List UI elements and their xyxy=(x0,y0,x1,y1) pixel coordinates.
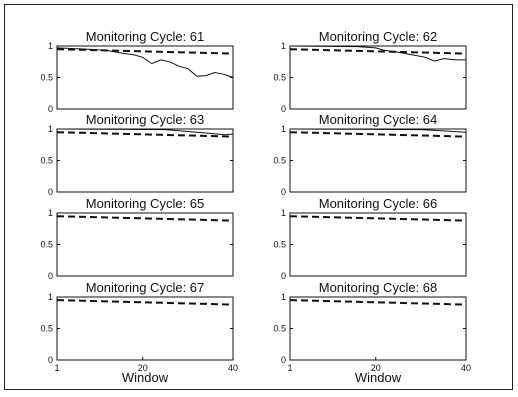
subplot-title: Monitoring Cycle: 65 xyxy=(86,196,205,211)
y-tick-label: 1 xyxy=(48,41,53,51)
y-tick-label: 1 xyxy=(281,124,286,134)
dashed-series-line xyxy=(289,215,467,222)
y-tick-label: 0 xyxy=(48,104,53,114)
dashed-series-line xyxy=(56,215,234,222)
subplot-1: Monitoring Cycle: 61 0 0.5 1 xyxy=(40,29,234,114)
y-tick-label: 0 xyxy=(48,355,53,365)
y-tick-label: 0.5 xyxy=(40,240,53,250)
subplot-7: Monitoring Cycle: 67 0 0.5 1 1 20 40 Window xyxy=(40,280,238,385)
subplot-title: Monitoring Cycle: 63 xyxy=(86,112,205,127)
dashed-series-line xyxy=(289,299,467,306)
y-tick-label: 0 xyxy=(281,187,286,197)
y-tick-label: 0.5 xyxy=(273,73,286,83)
subplot-5: Monitoring Cycle: 65 0 0.5 1 xyxy=(40,196,234,281)
subplot-title: Monitoring Cycle: 62 xyxy=(319,29,438,44)
subplot-3: Monitoring Cycle: 63 0 0.5 1 xyxy=(40,112,234,197)
subplot-2: Monitoring Cycle: 62 0 0.5 1 xyxy=(273,29,467,114)
dashed-series-line xyxy=(289,48,467,55)
solid-series-line xyxy=(289,45,466,62)
x-tick-label: 40 xyxy=(461,363,471,373)
y-tick-label: 1 xyxy=(281,208,286,218)
subplot-4: Monitoring Cycle: 64 0 0.5 1 xyxy=(273,112,467,197)
y-tick-label: 0.5 xyxy=(273,240,286,250)
subplot-title: Monitoring Cycle: 66 xyxy=(319,196,438,211)
x-axis-label: Window xyxy=(122,370,169,385)
figure-frame xyxy=(4,4,513,390)
dashed-series-line xyxy=(56,131,234,138)
y-tick-label: 0 xyxy=(281,355,286,365)
y-tick-label: 0.5 xyxy=(40,324,53,334)
y-tick-label: 1 xyxy=(48,292,53,302)
y-tick-label: 0.5 xyxy=(273,324,286,334)
subplot-title: Monitoring Cycle: 64 xyxy=(319,112,438,127)
y-tick-label: 0.5 xyxy=(40,156,53,166)
y-tick-label: 0.5 xyxy=(273,156,286,166)
y-tick-label: 1 xyxy=(48,124,53,134)
dashed-series-line xyxy=(56,48,234,55)
dashed-series-line xyxy=(289,131,467,138)
x-tick-label: 20 xyxy=(371,363,381,373)
y-tick-label: 0 xyxy=(281,104,286,114)
y-tick-label: 0.5 xyxy=(40,73,53,83)
y-tick-label: 0 xyxy=(281,271,286,281)
subplot-8: Monitoring Cycle: 68 0 0.5 1 1 20 40 Window xyxy=(273,280,471,385)
y-tick-label: 1 xyxy=(281,41,286,51)
solid-series-line xyxy=(289,128,467,133)
subplot-title: Monitoring Cycle: 68 xyxy=(319,280,438,295)
subplot-title: Monitoring Cycle: 67 xyxy=(86,280,205,295)
x-axis-label: Window xyxy=(355,370,402,385)
x-tick-label: 1 xyxy=(54,363,59,373)
y-tick-label: 1 xyxy=(48,208,53,218)
y-tick-label: 1 xyxy=(281,292,286,302)
dashed-series-line xyxy=(56,299,234,306)
subplot-title: Monitoring Cycle: 61 xyxy=(86,29,205,44)
solid-series-line xyxy=(56,128,234,136)
subplot-6: Monitoring Cycle: 66 0 0.5 1 xyxy=(273,196,467,281)
y-tick-label: 0 xyxy=(48,187,53,197)
x-tick-label: 20 xyxy=(138,363,148,373)
y-tick-label: 0 xyxy=(48,271,53,281)
x-tick-label: 40 xyxy=(228,363,238,373)
x-tick-label: 1 xyxy=(287,363,292,373)
solid-series-line xyxy=(56,47,234,78)
